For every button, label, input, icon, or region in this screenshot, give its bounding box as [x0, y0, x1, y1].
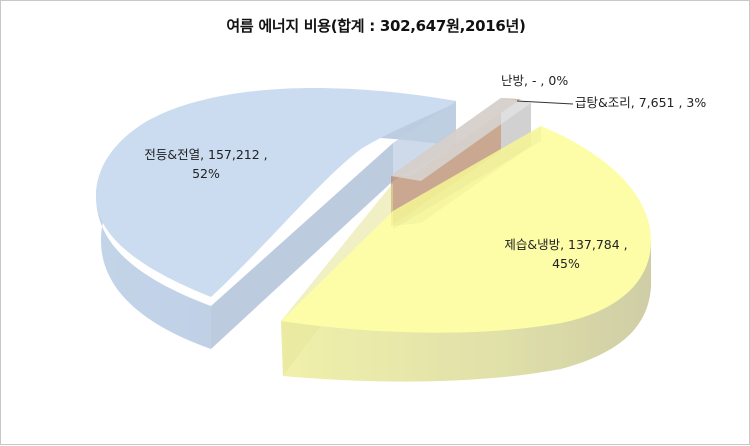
label-dehumid-cooling: 제습&냉방, 137,784 , 45%	[491, 235, 641, 273]
label-lighting-line2: 52%	[192, 166, 220, 181]
leader-line	[516, 100, 574, 105]
label-heating: 난방, - , 0%	[501, 71, 568, 90]
label-hot-water-cooking: 급탕&조리, 7,651 , 3%	[575, 93, 706, 112]
label-dehumid-cooling-line1: 제습&냉방, 137,784 ,	[504, 237, 628, 252]
label-lighting: 전등&전열, 157,212 , 52%	[131, 145, 281, 183]
label-lighting-line1: 전등&전열, 157,212 ,	[144, 147, 268, 162]
label-heating-line1: 난방, - , 0%	[501, 73, 569, 88]
slice-lighting[interactable]	[96, 87, 456, 349]
slice-dehumid-cooling[interactable]	[281, 126, 651, 382]
label-hot-water-cooking-line1: 급탕&조리, 7,651 , 3%	[575, 95, 707, 110]
label-dehumid-cooling-line2: 45%	[552, 256, 580, 271]
chart-title: 여름 에너지 비용(합계 : 302,647원,2016년)	[226, 17, 526, 35]
